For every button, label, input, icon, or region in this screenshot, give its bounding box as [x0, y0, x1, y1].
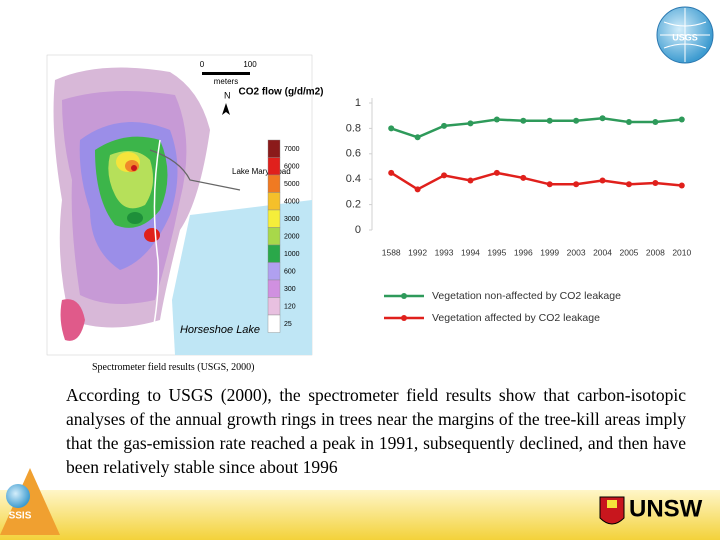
data-point — [573, 117, 580, 124]
x-tick-label: 1994 — [461, 247, 480, 257]
map-legend-value: 25 — [284, 321, 292, 328]
map-legend-swatch — [267, 227, 281, 246]
ssis-logo-text: SSIS — [9, 511, 32, 522]
y-tick-label: 1 — [355, 97, 361, 109]
legend-marker — [401, 293, 407, 299]
map-legend-swatch — [267, 157, 281, 176]
map-legend-value: 4000 — [284, 198, 300, 205]
data-point — [546, 181, 553, 188]
data-point — [546, 117, 553, 124]
data-point — [520, 174, 527, 181]
series-line — [390, 171, 682, 191]
x-tick-label: 1995 — [487, 247, 506, 257]
map-legend-swatch — [267, 192, 281, 211]
road-label: Lake Mary Road — [232, 167, 291, 176]
map-legend-swatch — [267, 279, 281, 298]
data-point — [599, 177, 606, 184]
x-tick-label: 2010 — [672, 247, 691, 257]
data-point — [414, 186, 421, 193]
data-point — [388, 169, 395, 176]
map-legend-value: 120 — [284, 303, 296, 310]
x-tick-label: 2004 — [593, 247, 612, 257]
data-point — [652, 119, 659, 126]
map-legend-swatch — [267, 209, 281, 228]
data-point — [520, 117, 527, 124]
x-tick-label: 2008 — [646, 247, 665, 257]
map-legend-value: 7000 — [284, 146, 300, 153]
data-point — [388, 125, 395, 132]
north-label: N — [224, 90, 231, 100]
x-tick-label: 1588 — [382, 247, 401, 257]
map-legend-value: 2000 — [284, 233, 300, 240]
map-legend-title: CO2 flow (g/d/m2) — [239, 87, 324, 98]
map-legend-value: 3000 — [284, 216, 300, 223]
legend-marker — [401, 315, 407, 321]
data-point — [573, 181, 580, 188]
data-point — [678, 182, 685, 189]
x-tick-label: 2005 — [619, 247, 638, 257]
ssis-logo — [0, 468, 60, 535]
map-legend-value: 600 — [284, 268, 296, 275]
scale-label: 100 — [243, 60, 257, 69]
data-point — [493, 116, 500, 123]
y-tick-label: 0.2 — [346, 199, 361, 211]
map-legend-swatch — [267, 174, 281, 193]
x-tick-label: 1999 — [540, 247, 559, 257]
legend-label: Vegetation affected by CO2 leakage — [432, 312, 600, 324]
body-paragraph: According to USGS (2000), the spectromet… — [66, 385, 686, 477]
data-point — [599, 115, 606, 122]
unsw-logo — [599, 496, 625, 525]
series-line — [390, 116, 682, 139]
data-point — [441, 122, 448, 129]
usgs-logo — [656, 6, 714, 64]
x-tick-label: 1993 — [435, 247, 454, 257]
y-tick-label: 0.6 — [346, 148, 361, 160]
data-point — [467, 177, 474, 184]
x-tick-label: 1996 — [514, 247, 533, 257]
data-point — [625, 119, 632, 126]
y-tick-label: 0.8 — [346, 122, 361, 134]
unsw-logo-text: UNSW — [629, 495, 703, 522]
data-point — [467, 120, 474, 127]
data-point — [678, 116, 685, 123]
scale-label: meters — [214, 77, 238, 86]
map-legend-value: 6000 — [284, 163, 300, 170]
y-tick-label: 0 — [355, 224, 361, 236]
map-legend-swatch — [267, 139, 281, 158]
map-legend-swatch — [267, 297, 281, 316]
data-point — [414, 134, 421, 141]
map-legend-value: 1000 — [284, 251, 300, 258]
x-tick-label: 2003 — [567, 247, 586, 257]
map-legend-swatch — [267, 314, 281, 333]
data-point — [652, 180, 659, 187]
data-point — [441, 172, 448, 179]
lake-label: Horseshoe Lake — [180, 324, 260, 336]
map-legend-swatch — [267, 262, 281, 281]
y-tick-label: 0.4 — [346, 173, 361, 185]
scale-label: 0 — [200, 60, 205, 69]
map-legend-swatch — [267, 244, 281, 263]
data-point — [625, 181, 632, 188]
map-caption: Spectrometer field results (USGS, 2000) — [92, 362, 255, 373]
legend-label: Vegetation non-affected by CO2 leakage — [432, 290, 621, 302]
x-tick-label: 1992 — [408, 247, 427, 257]
usgs-logo-text: USGS — [672, 32, 698, 42]
data-point — [493, 169, 500, 176]
map-legend-value: 5000 — [284, 181, 300, 188]
map-legend-value: 300 — [284, 286, 296, 293]
